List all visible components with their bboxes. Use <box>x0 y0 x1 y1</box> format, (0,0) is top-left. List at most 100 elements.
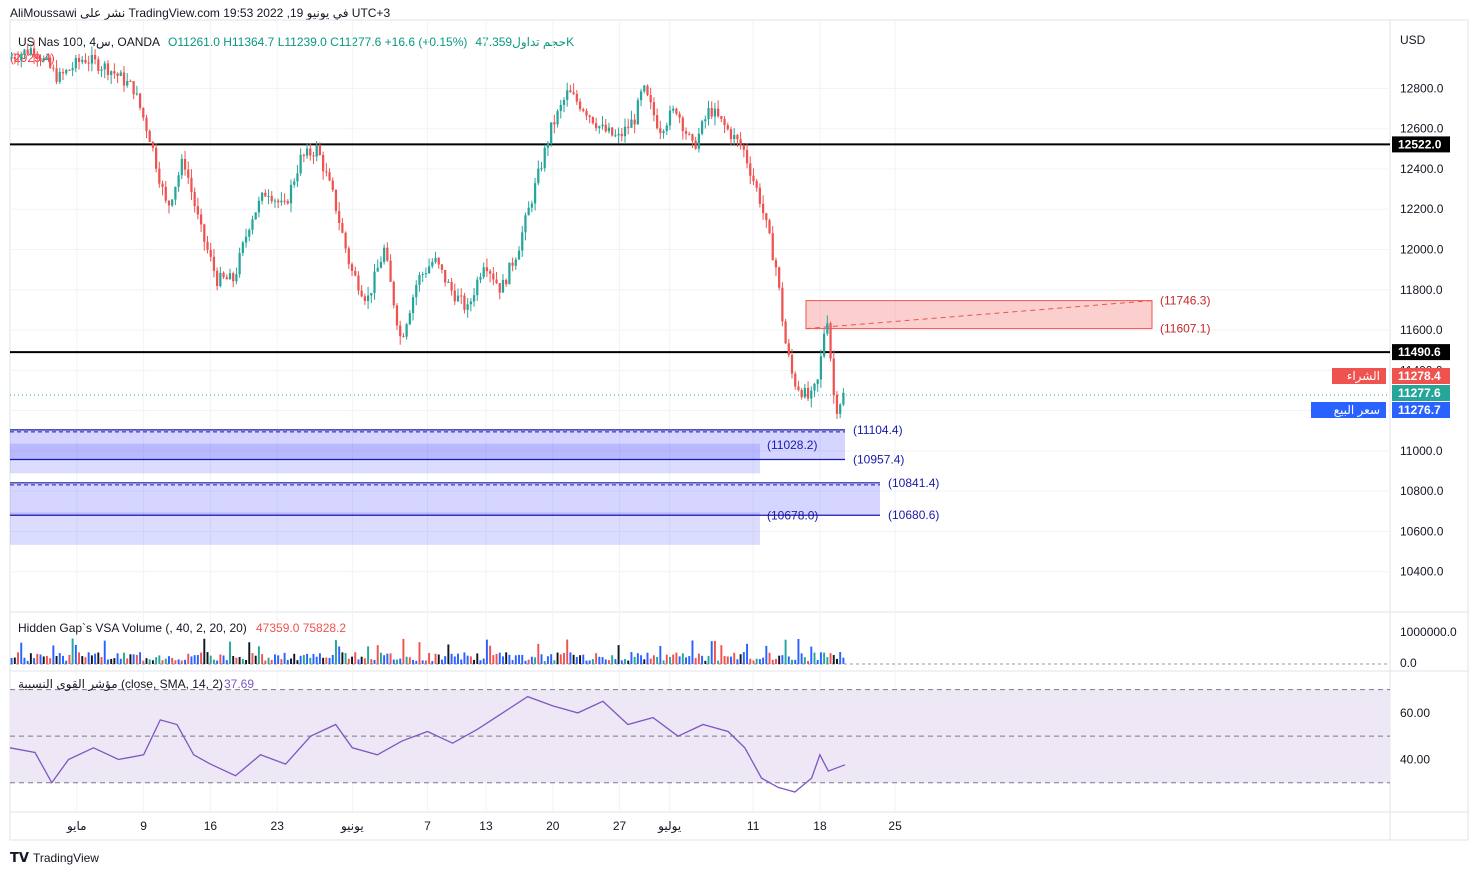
volume-bar <box>630 652 633 664</box>
candle-body <box>151 141 155 148</box>
candle-body <box>713 108 717 117</box>
candle-body <box>10 57 13 59</box>
candle-body <box>463 295 466 310</box>
candle-body <box>119 72 122 76</box>
volume-bar <box>579 655 582 664</box>
candle-body <box>318 145 322 156</box>
candle-body <box>562 99 566 105</box>
volume-bar <box>280 659 283 664</box>
volume-bar <box>614 659 617 664</box>
demand-zone[interactable] <box>10 429 845 460</box>
volume-bar <box>813 652 816 664</box>
volume-bar <box>254 655 257 664</box>
volume-bar <box>306 653 309 664</box>
candle-body <box>29 48 32 55</box>
candle-body <box>158 168 161 184</box>
candle-body <box>334 189 338 211</box>
volume-bar <box>771 659 774 664</box>
candle-body <box>485 267 489 272</box>
candle-body <box>305 148 309 156</box>
candle-body <box>55 68 58 82</box>
candle-body <box>543 147 546 169</box>
volume-bar <box>81 656 84 664</box>
candle-body <box>755 181 758 188</box>
volume-bar <box>559 654 562 664</box>
volume-bar <box>341 652 344 664</box>
volume-bar <box>373 660 376 664</box>
volume-tick-label: 1000000.0 <box>1400 625 1457 639</box>
volume-bar <box>726 656 729 664</box>
candle-body <box>745 149 749 164</box>
volume-bar <box>598 656 601 664</box>
candle-body <box>424 273 428 275</box>
candle-body <box>299 154 302 174</box>
candle-body <box>190 177 193 193</box>
candle-body <box>142 107 145 118</box>
volume-bar <box>376 645 379 664</box>
candle-body <box>161 183 164 187</box>
candle-body <box>427 266 431 274</box>
volume-bar <box>148 659 151 664</box>
volume-bar <box>71 638 74 664</box>
candle-body <box>97 59 100 71</box>
volume-bar <box>367 646 370 664</box>
candle-body <box>219 272 222 287</box>
volume-bar <box>132 654 135 664</box>
volume-bar <box>646 652 649 664</box>
candle-body <box>492 273 495 280</box>
volume-bar <box>219 654 222 664</box>
volume-bar <box>694 657 697 664</box>
candle-body <box>110 71 113 75</box>
volume-bar <box>807 660 810 664</box>
candle-body <box>829 323 832 359</box>
volume-bar <box>312 654 315 664</box>
candle-body <box>264 192 267 197</box>
candle-body <box>373 271 376 293</box>
volume-bar <box>174 660 177 664</box>
volume-bar <box>437 654 440 664</box>
volume-bar <box>453 656 456 664</box>
price-tag-label: الشراء <box>1347 369 1380 384</box>
x-tick-label: 13 <box>479 819 493 833</box>
ohlc-values: O11261.0 H11364.7 L11239.0 C11277.6 +16.… <box>168 35 468 49</box>
candle-body <box>778 267 781 288</box>
candle-body <box>357 275 360 291</box>
volume-bar <box>155 657 158 664</box>
candle-body <box>665 125 668 132</box>
candle-body <box>582 109 585 111</box>
candle-body <box>71 68 74 71</box>
candle-body <box>656 115 659 129</box>
y-tick-label: 11000.0 <box>1400 444 1443 458</box>
candle-body <box>649 95 652 103</box>
volume-bar <box>196 655 199 664</box>
volume-bar <box>222 655 225 664</box>
y-tick-label: 12000.0 <box>1400 243 1444 257</box>
candle-body <box>366 295 370 302</box>
volume-tick-label: 0.0 <box>1400 656 1417 670</box>
volume-bar <box>151 660 154 664</box>
volume-bar <box>508 654 511 664</box>
volume-bar <box>418 642 421 664</box>
volume-bar <box>566 639 569 664</box>
volume-bar <box>97 652 100 664</box>
candle-body <box>550 122 553 144</box>
candle-body <box>209 249 212 257</box>
volume-bar <box>540 654 543 664</box>
rsi-line <box>9 695 846 793</box>
candle-body <box>832 358 835 395</box>
candle-body <box>700 121 704 134</box>
candle-body <box>302 154 305 156</box>
candle-body <box>495 279 498 284</box>
volume-bar <box>110 658 113 664</box>
demand-zone[interactable] <box>10 482 880 516</box>
volume-bar <box>691 640 694 664</box>
candle-body <box>774 260 778 268</box>
candle-body <box>61 71 65 74</box>
volume-bar <box>675 652 678 664</box>
rsi-value: 37.69 <box>224 677 254 691</box>
volume-bar <box>158 655 161 664</box>
candle-body <box>363 296 366 302</box>
candle-body <box>235 274 238 282</box>
candle-body <box>553 122 556 125</box>
